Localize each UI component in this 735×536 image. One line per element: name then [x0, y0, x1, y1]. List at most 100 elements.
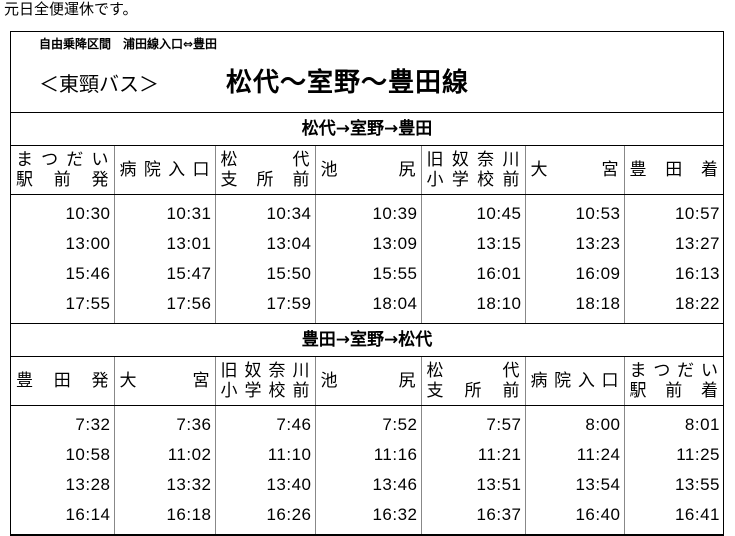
stop-name: 駅 前 着: [629, 381, 719, 401]
departure-time: 13:51: [420, 470, 525, 500]
stop-header: 病院入口: [524, 357, 624, 406]
departure-time: 10:30: [65, 204, 111, 223]
timetable: まつだい駅 前 発病院入口松 代支 所 前池 尻旧奴奈川 小学校前大 宮豊 田 着…: [11, 146, 723, 323]
departure-time: 13:09: [314, 229, 421, 259]
stop-name: 支 所 前: [220, 170, 310, 190]
departure-time: 13:04: [214, 229, 315, 259]
direction-header: 豊田→室野→松代: [11, 323, 723, 357]
stop-header: 大 宮: [524, 146, 624, 195]
departure-time: 11:21: [420, 440, 525, 470]
departure-time: 16:14: [65, 505, 111, 524]
free-boarding-section: 自由乗降区間 浦田線入口⇔豊田: [39, 37, 218, 51]
stop-name: まつだい: [16, 150, 109, 170]
stop-name: 小学校前: [220, 381, 310, 401]
departure-time: 18:10: [420, 289, 525, 323]
route-title: 松代～室野～豊田線: [226, 68, 470, 98]
departure-time: 16:26: [214, 500, 315, 534]
departure-time: 10:57: [623, 194, 723, 229]
departure-time: 8:01: [623, 405, 723, 440]
stop-name: 病院入口: [119, 160, 210, 180]
departure-time: 10:58: [65, 445, 111, 464]
departure-time: 13:46: [314, 470, 421, 500]
stop-header: 旧奴奈川 小学校前: [420, 146, 525, 195]
stop-name: 豊 田 発: [16, 371, 109, 391]
departure-time: 18:04: [314, 289, 421, 323]
departure-time: 11:24: [524, 440, 624, 470]
stop-name: 旧奴奈川: [220, 361, 310, 381]
stop-header: 豊 田 発: [11, 357, 114, 406]
stop-header: 病院入口: [113, 146, 215, 195]
table-row: 10:58 11:02 11:10 11:16 11:21 11:24 11:25: [11, 440, 723, 470]
table-row: 7:32 7:36 7:46 7:52 7:57 8:00 8:01: [11, 405, 723, 440]
stop-header: 池 尻: [314, 357, 421, 406]
stop-name: 病院入口: [530, 371, 619, 391]
departure-time: 10:39: [314, 194, 421, 229]
departure-time: 13:01: [113, 229, 215, 259]
stop-name: 大 宮: [530, 160, 619, 180]
departure-time: 11:25: [623, 440, 723, 470]
departure-time: 15:46: [65, 264, 111, 283]
departure-time: 10:45: [420, 194, 525, 229]
departure-time: 16:32: [314, 500, 421, 534]
departure-time: 16:41: [623, 500, 723, 534]
departure-time: 16:09: [524, 259, 624, 289]
departure-time: 17:55: [65, 294, 111, 313]
departure-time: 7:46: [214, 405, 315, 440]
departure-time: 13:27: [623, 229, 723, 259]
table-row: 15:46 15:47 15:50 15:55 16:01 16:09 16:13: [11, 259, 723, 289]
stop-name: 池 尻: [320, 160, 416, 180]
departure-time: 7:36: [113, 405, 215, 440]
departure-time: 10:34: [214, 194, 315, 229]
stop-header: 大 宮: [113, 357, 215, 406]
departure-time: 16:40: [524, 500, 624, 534]
timetable-frame: 自由乗降区間 浦田線入口⇔豊田 ＜東頸バス＞ 松代～室野～豊田線 松代→室野→豊…: [10, 31, 724, 536]
departure-time: 10:53: [524, 194, 624, 229]
stop-name: 支 所 前: [426, 381, 520, 401]
departure-time: 7:32: [75, 415, 111, 434]
stop-name: 小学校前: [426, 170, 520, 190]
stop-header: まつだい駅 前 着: [623, 357, 723, 406]
departure-time: 13:40: [214, 470, 315, 500]
departure-time: 11:10: [214, 440, 315, 470]
departure-time: 10:31: [113, 194, 215, 229]
departure-time: 15:47: [113, 259, 215, 289]
stop-header: 松 代支 所 前: [214, 146, 315, 195]
stop-header: 旧奴奈川 小学校前: [214, 357, 315, 406]
departure-time: 15:50: [214, 259, 315, 289]
departure-time: 13:55: [623, 470, 723, 500]
stop-name: 豊 田 着: [629, 160, 719, 180]
departure-time: 18:22: [623, 289, 723, 323]
title-box: 自由乗降区間 浦田線入口⇔豊田 ＜東頸バス＞ 松代～室野～豊田線: [11, 32, 723, 113]
operator-name: ＜東頸バス＞: [39, 72, 159, 96]
departure-time: 13:23: [524, 229, 624, 259]
table-row: 10:30 10:31 10:34 10:39 10:45 10:53 10:57: [11, 194, 723, 229]
table-row: 16:14 16:18 16:26 16:32 16:37 16:40 16:41: [11, 500, 723, 534]
departure-time: 18:18: [524, 289, 624, 323]
departure-time: 16:37: [420, 500, 525, 534]
stop-name: 松 代: [220, 150, 310, 170]
departure-time: 8:00: [524, 405, 624, 440]
departure-time: 13:15: [420, 229, 525, 259]
stop-header: 松 代支 所 前: [420, 357, 525, 406]
departure-time: 13:00: [65, 234, 111, 253]
departure-time: 7:52: [314, 405, 421, 440]
notice-text: 元日全便運休です。: [4, 0, 138, 18]
stop-name: まつだい: [629, 361, 719, 381]
departure-time: 13:28: [65, 475, 111, 494]
stop-header: まつだい駅 前 発: [11, 146, 114, 195]
table-row: 13:28 13:32 13:40 13:46 13:51 13:54 13:55: [11, 470, 723, 500]
departure-time: 7:57: [420, 405, 525, 440]
stop-name: 池 尻: [320, 371, 416, 391]
departure-time: 13:32: [113, 470, 215, 500]
stop-header: 池 尻: [314, 146, 421, 195]
departure-time: 11:02: [113, 440, 215, 470]
departure-time: 16:13: [623, 259, 723, 289]
departure-time: 17:56: [113, 289, 215, 323]
departure-time: 16:01: [420, 259, 525, 289]
stop-header: 豊 田 着: [623, 146, 723, 195]
table-row: 17:55 17:56 17:59 18:04 18:10 18:18 18:22: [11, 289, 723, 323]
table-row: 13:00 13:01 13:04 13:09 13:15 13:23 13:27: [11, 229, 723, 259]
departure-time: 16:18: [113, 500, 215, 534]
departure-time: 17:59: [214, 289, 315, 323]
stop-name: 旧奴奈川: [426, 150, 520, 170]
